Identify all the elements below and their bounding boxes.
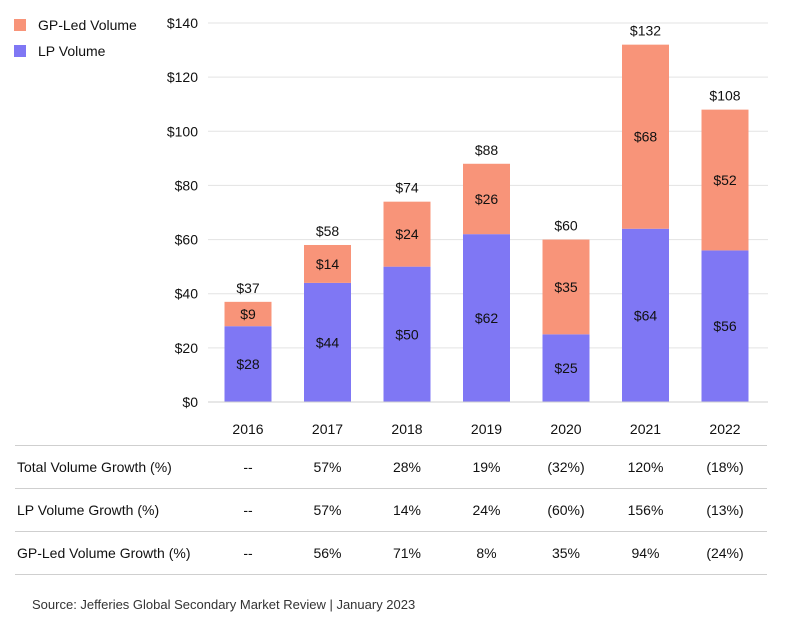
table-cell: 57%	[313, 502, 342, 518]
legend-label-gp-led: GP-Led Volume	[38, 17, 137, 33]
bar-gp-led-volume	[383, 201, 431, 267]
data-label-total: $60	[554, 218, 578, 234]
x-tick-label: 2017	[312, 421, 343, 437]
bar-gp-led-volume	[701, 109, 749, 251]
bar-gp-led-volume	[622, 44, 669, 229]
y-tick-label: $40	[175, 286, 199, 302]
bar-lp-volume	[383, 266, 431, 402]
data-label-gp-led: $9	[240, 306, 256, 322]
x-tick-label: 2021	[630, 421, 661, 437]
table-cell: 56%	[313, 545, 342, 561]
data-label-lp: $64	[634, 307, 658, 323]
y-tick-label: $0	[182, 394, 198, 410]
table-row: Total Volume Growth (%) -- 57% 28% 19% (32%) 1…	[15, 445, 767, 488]
x-tick-label: 2016	[232, 421, 263, 437]
x-tick-label: 2022	[709, 421, 740, 437]
table-cell: --	[243, 545, 253, 561]
data-label-total: $37	[236, 280, 260, 296]
table-cell: 156%	[627, 502, 664, 518]
growth-table: Total Volume Growth (%) -- 57% 28% 19% (32%) 1…	[15, 445, 767, 575]
table-cell: 57%	[313, 459, 342, 475]
bars: $28 $9 $37 $44 $14 $58 $50 $24 $74 $62 $26 $88 $25 $3…	[224, 23, 749, 402]
table-cell: (13%)	[706, 502, 744, 518]
table-cell: (32%)	[547, 459, 585, 475]
legend-item-gp-led: GP-Led Volume	[14, 12, 137, 38]
data-label-total: $88	[475, 142, 499, 158]
legend-swatch-lp	[14, 45, 26, 57]
y-tick-label: $120	[167, 69, 198, 85]
data-label-total: $74	[395, 180, 419, 196]
data-label-total: $132	[630, 23, 661, 39]
bar-lp-volume	[463, 234, 510, 402]
table-cell: 8%	[476, 545, 497, 561]
legend-item-lp: LP Volume	[14, 38, 137, 64]
bar-gp-led-volume	[463, 163, 510, 235]
y-tick-label: $100	[167, 123, 198, 139]
data-label-gp-led: $24	[395, 226, 419, 242]
bar-lp-volume	[622, 228, 669, 402]
y-tick-label: $80	[175, 177, 199, 193]
data-label-lp: $44	[316, 334, 340, 350]
data-label-gp-led: $68	[634, 129, 658, 145]
table-cell: 19%	[472, 459, 501, 475]
table-cell: 24%	[472, 502, 501, 518]
y-tick-label: $140	[167, 15, 198, 31]
source-note: Source: Jefferies Global Secondary Marke…	[32, 597, 416, 612]
data-label-lp: $50	[395, 326, 419, 342]
table-cell: (60%)	[547, 502, 585, 518]
table-row: LP Volume Growth (%) -- 57% 14% 24% (60%) 156%…	[15, 488, 767, 531]
table-cell: 14%	[392, 502, 422, 518]
bar-gp-led-volume	[304, 244, 351, 283]
data-label-lp: $25	[554, 360, 578, 376]
y-tick-label: $20	[175, 340, 199, 356]
table-row: GP-Led Volume Growth (%) -- 56% 71% 8% 35% 94%…	[15, 531, 767, 575]
table-cell: 94%	[631, 545, 660, 561]
legend: GP-Led Volume LP Volume	[14, 12, 137, 64]
data-label-gp-led: $14	[316, 256, 340, 272]
table-cell: 35%	[551, 545, 581, 561]
data-label-gp-led: $26	[475, 191, 499, 207]
data-label-total: $108	[709, 88, 740, 104]
row-label: GP-Led Volume Growth (%)	[17, 545, 191, 561]
data-label-total: $58	[316, 223, 340, 239]
data-label-gp-led: $52	[713, 172, 737, 188]
x-tick-label: 2018	[391, 421, 422, 437]
table-cell: (18%)	[706, 459, 744, 475]
bar-lp-volume	[542, 334, 590, 402]
y-axis: $0 $20 $40 $60 $80 $100 $120 $140	[167, 15, 198, 410]
data-label-gp-led: $35	[554, 279, 578, 295]
table-cell: 71%	[392, 545, 422, 561]
x-axis: 2016 2017 2018 2019 2020 2021 2022	[208, 401, 768, 437]
legend-label-lp: LP Volume	[38, 43, 106, 59]
bar-lp-volume	[224, 326, 272, 402]
bar-lp-volume	[701, 250, 749, 402]
row-label: LP Volume Growth (%)	[17, 502, 160, 518]
legend-swatch-gp-led	[14, 19, 26, 31]
data-label-lp: $62	[475, 310, 499, 326]
x-tick-label: 2020	[550, 421, 581, 437]
table-cell: --	[243, 459, 253, 475]
table-cell: 28%	[392, 459, 422, 475]
bar-gp-led-volume	[542, 239, 590, 335]
x-tick-label: 2019	[471, 421, 502, 437]
bar-gp-led-volume	[224, 301, 272, 327]
stacked-bar-chart: $0 $20 $40 $60 $80 $100 $120 $140 $28 $9 $37 $44 $1…	[167, 15, 768, 437]
table-cell: (24%)	[706, 545, 744, 561]
y-tick-label: $60	[175, 232, 199, 248]
table-cell: 120%	[627, 459, 664, 475]
row-label: Total Volume Growth (%)	[17, 459, 172, 475]
table-cell: --	[243, 502, 253, 518]
data-label-lp: $56	[713, 318, 737, 334]
bar-lp-volume	[304, 282, 351, 402]
data-label-lp: $28	[236, 356, 260, 372]
